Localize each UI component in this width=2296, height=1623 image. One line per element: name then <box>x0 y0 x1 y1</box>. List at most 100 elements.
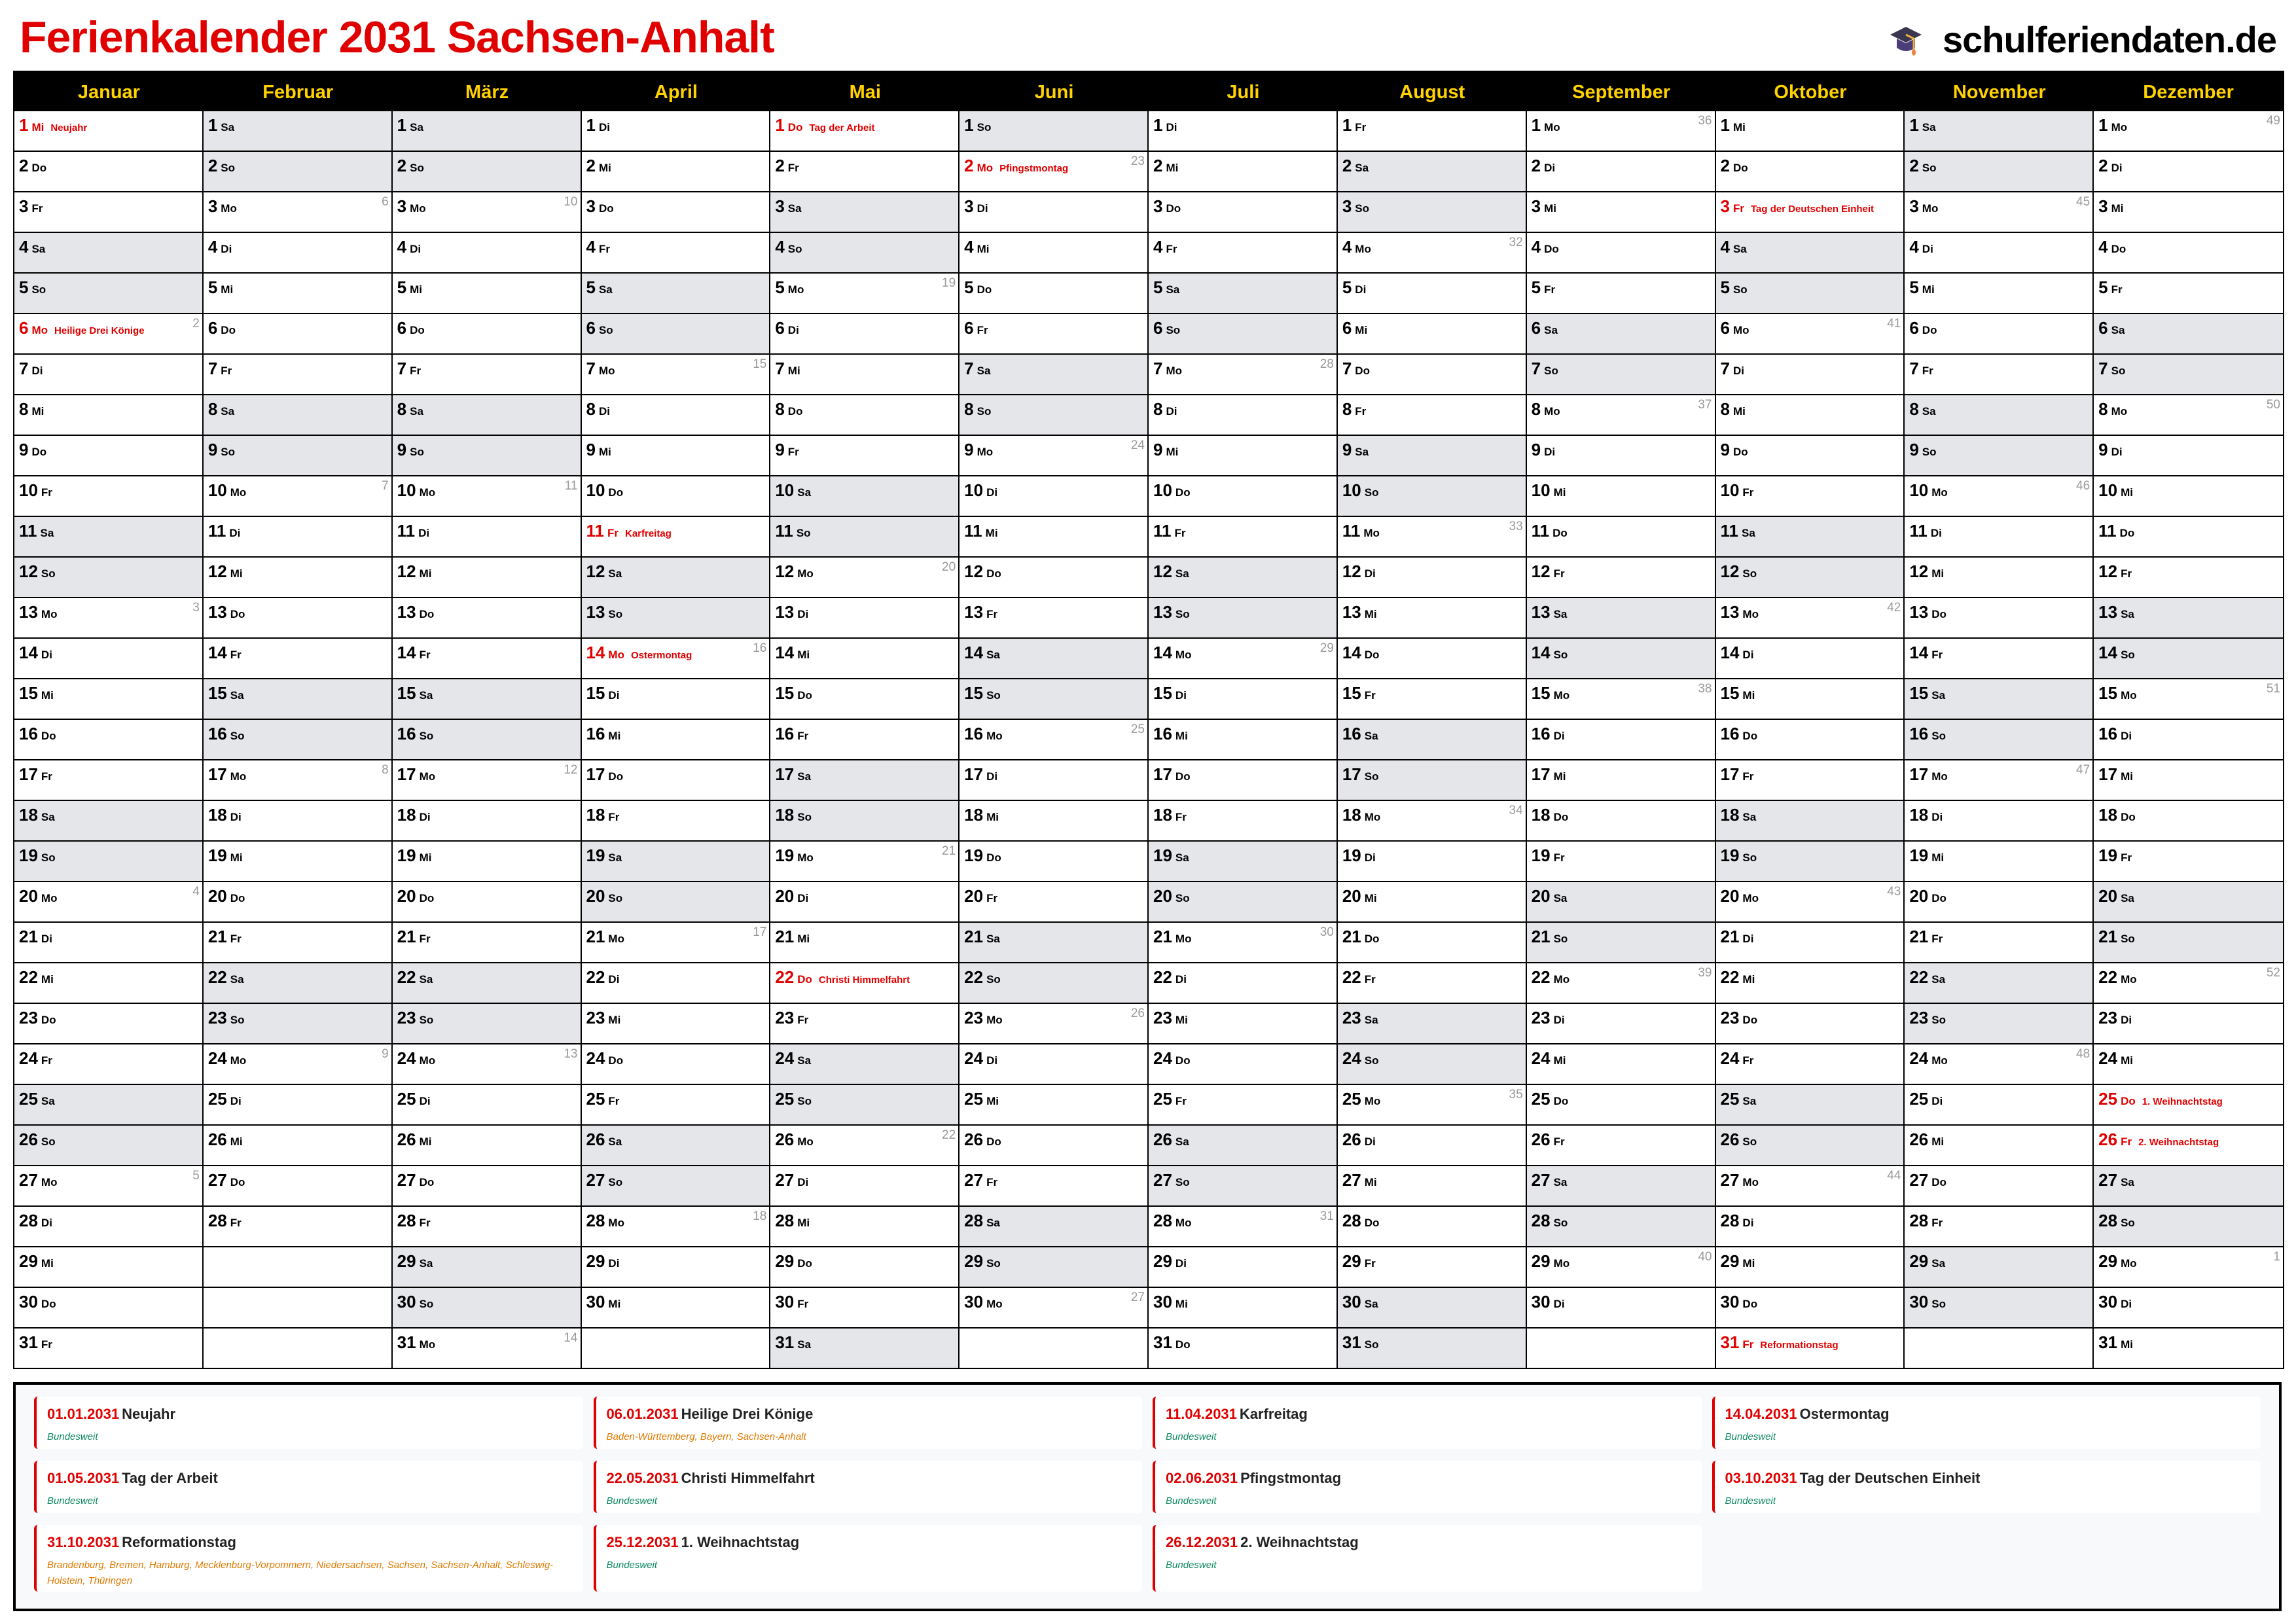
day-cell[interactable]: 26 Mi <box>1905 1126 2094 1166</box>
day-cell[interactable]: 15 Mo 38 <box>1526 679 1716 720</box>
day-cell[interactable]: 6 Sa <box>1526 314 1716 355</box>
day-cell[interactable]: 16 Do <box>14 720 204 760</box>
day-cell[interactable]: 2 Sa <box>1337 152 1527 192</box>
day-cell[interactable]: 4 Fr <box>581 233 771 274</box>
day-cell[interactable]: 14 Mo 29 <box>1149 639 1338 679</box>
day-cell[interactable]: 12 Fr <box>1526 558 1716 598</box>
day-cell[interactable]: 3 So <box>1337 192 1527 233</box>
day-cell[interactable]: 16 So <box>392 720 582 760</box>
day-cell[interactable]: 15 Di <box>581 679 771 720</box>
day-cell[interactable]: 11 Di <box>392 517 582 558</box>
day-cell[interactable]: 19 Mo 21 <box>770 842 960 882</box>
day-cell[interactable]: 21 Sa <box>960 923 1149 963</box>
day-cell[interactable]: 30 So <box>1905 1288 2094 1329</box>
day-cell[interactable]: 22 Di <box>581 963 771 1004</box>
day-cell[interactable]: 23 So <box>392 1004 582 1044</box>
day-cell[interactable]: 31 Fr Reformationstag <box>1715 1329 1905 1369</box>
day-cell[interactable]: 12 Mi <box>203 558 393 598</box>
day-cell[interactable]: 26 Mo 22 <box>770 1126 960 1166</box>
day-cell[interactable]: 13 Mo 3 <box>14 598 204 639</box>
day-cell[interactable]: 21 Di <box>1715 923 1905 963</box>
day-cell[interactable]: 14 Mo Ostermontag 16 <box>581 639 771 679</box>
day-cell[interactable]: 25 Sa <box>14 1085 204 1126</box>
day-cell[interactable]: 14 Di <box>14 639 204 679</box>
day-cell[interactable]: 17 Mo 8 <box>203 760 393 801</box>
day-cell[interactable]: 6 Do <box>392 314 582 355</box>
day-cell[interactable]: 24 Do <box>1149 1044 1338 1085</box>
day-cell[interactable]: 9 Sa <box>1337 436 1527 476</box>
day-cell[interactable]: 9 Mi <box>1149 436 1338 476</box>
day-cell[interactable]: 1 Sa <box>203 111 393 152</box>
day-cell[interactable]: 25 Sa <box>1715 1085 1905 1126</box>
day-cell[interactable]: 26 Do <box>960 1126 1149 1166</box>
day-cell[interactable]: 22 Do Christi Himmelfahrt <box>770 963 960 1004</box>
day-cell[interactable]: 22 So <box>960 963 1149 1004</box>
day-cell[interactable]: 18 Sa <box>14 801 204 842</box>
day-cell[interactable]: 25 Mi <box>960 1085 1149 1126</box>
day-cell[interactable]: 2 Do <box>1715 152 1905 192</box>
day-cell[interactable]: 12 Mi <box>392 558 582 598</box>
day-cell[interactable]: 24 Fr <box>14 1044 204 1085</box>
day-cell[interactable]: 1 Mi <box>1715 111 1905 152</box>
day-cell[interactable]: 29 Mi <box>14 1247 204 1288</box>
day-cell[interactable]: 29 Mi <box>1715 1247 1905 1288</box>
day-cell[interactable]: 20 Mi <box>1337 882 1527 923</box>
day-cell[interactable]: 5 Do <box>960 274 1149 314</box>
day-cell[interactable]: 7 Mi <box>770 355 960 395</box>
day-cell[interactable]: 5 Mi <box>392 274 582 314</box>
day-cell[interactable]: 18 Di <box>203 801 393 842</box>
day-cell[interactable]: 7 Fr <box>392 355 582 395</box>
day-cell[interactable]: 3 Fr <box>14 192 204 233</box>
day-cell[interactable]: 27 Mi <box>1337 1166 1527 1207</box>
day-cell[interactable]: 26 So <box>1715 1126 1905 1166</box>
day-cell[interactable]: 1 Sa <box>392 111 582 152</box>
day-cell[interactable]: 13 Fr <box>960 598 1149 639</box>
day-cell[interactable]: 29 Mo 40 <box>1526 1247 1716 1288</box>
day-cell[interactable]: 7 So <box>2094 355 2283 395</box>
day-cell[interactable]: 2 Fr <box>770 152 960 192</box>
day-cell[interactable]: 3 Fr Tag der Deutschen Einheit <box>1715 192 1905 233</box>
day-cell[interactable]: 29 Sa <box>1905 1247 2094 1288</box>
day-cell[interactable]: 10 So <box>1337 476 1527 517</box>
day-cell[interactable]: 18 So <box>770 801 960 842</box>
day-cell[interactable]: 4 So <box>770 233 960 274</box>
day-cell[interactable]: 4 Do <box>1526 233 1716 274</box>
day-cell[interactable]: 20 Mo 43 <box>1715 882 1905 923</box>
day-cell[interactable]: 9 Do <box>1715 436 1905 476</box>
day-cell[interactable]: 12 Do <box>960 558 1149 598</box>
day-cell[interactable]: 2 Di <box>1526 152 1716 192</box>
day-cell[interactable]: 5 Mo 19 <box>770 274 960 314</box>
day-cell[interactable]: 3 Sa <box>770 192 960 233</box>
day-cell[interactable]: 1 Do Tag der Arbeit <box>770 111 960 152</box>
day-cell[interactable]: 9 Mo 24 <box>960 436 1149 476</box>
day-cell[interactable]: 14 Fr <box>392 639 582 679</box>
day-cell[interactable]: 5 Fr <box>1526 274 1716 314</box>
day-cell[interactable]: 27 Mo 5 <box>14 1166 204 1207</box>
day-cell[interactable]: 11 Do <box>1526 517 1716 558</box>
day-cell[interactable]: 8 Di <box>1149 395 1338 436</box>
day-cell[interactable]: 11 Mi <box>960 517 1149 558</box>
day-cell[interactable]: 17 Fr <box>1715 760 1905 801</box>
day-cell[interactable]: 13 So <box>581 598 771 639</box>
day-cell[interactable]: 12 Di <box>1337 558 1527 598</box>
day-cell[interactable]: 17 So <box>1337 760 1527 801</box>
day-cell[interactable]: 28 Do <box>1337 1207 1527 1247</box>
day-cell[interactable]: 6 Di <box>770 314 960 355</box>
day-cell[interactable]: 9 Mi <box>581 436 771 476</box>
day-cell[interactable]: 21 So <box>1526 923 1716 963</box>
day-cell[interactable]: 22 Di <box>1149 963 1338 1004</box>
day-cell[interactable]: 19 Fr <box>2094 842 2283 882</box>
day-cell[interactable]: 31 Sa <box>770 1329 960 1369</box>
day-cell[interactable]: 15 Mi <box>14 679 204 720</box>
day-cell[interactable]: 6 Do <box>1905 314 2094 355</box>
day-cell[interactable]: 16 Di <box>2094 720 2283 760</box>
day-cell[interactable]: 16 Mi <box>581 720 771 760</box>
day-cell[interactable]: 30 Mo 27 <box>960 1288 1149 1329</box>
day-cell[interactable]: 24 Mo 9 <box>203 1044 393 1085</box>
day-cell[interactable]: 18 Do <box>1526 801 1716 842</box>
day-cell[interactable]: 2 So <box>1905 152 2094 192</box>
day-cell[interactable]: 25 So <box>770 1085 960 1126</box>
day-cell[interactable]: 20 Fr <box>960 882 1149 923</box>
day-cell[interactable]: 3 Mi <box>2094 192 2283 233</box>
day-cell[interactable]: 23 So <box>1905 1004 2094 1044</box>
